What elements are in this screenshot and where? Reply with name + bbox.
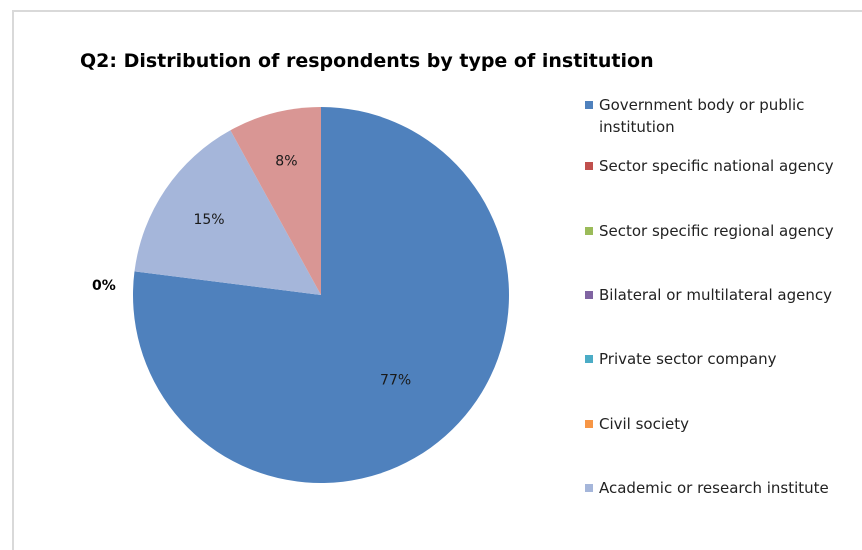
pie-slice-6 xyxy=(134,130,321,295)
pie-data-label-6: 15% xyxy=(193,212,224,228)
legend-label-1: Sector specific national agency xyxy=(599,157,834,175)
legend-label-5: Civil society xyxy=(599,415,690,433)
legend-item-4: Private sector company xyxy=(585,348,860,370)
legend-item-6: Academic or research institute xyxy=(585,477,860,499)
pie-data-label-0: 77% xyxy=(380,373,411,389)
legend-swatch-4 xyxy=(585,355,593,363)
legend-label-2: Sector specific regional agency xyxy=(599,222,834,240)
legend-item-1: Sector specific national agency xyxy=(585,155,860,177)
legend-item-0: Government body or public institution xyxy=(585,94,860,138)
pie-slice-7 xyxy=(230,107,321,295)
pie-labels: 77% 15% 8% 0% xyxy=(92,153,411,388)
legend-label-4: Private sector company xyxy=(599,350,777,368)
legend-label-6: Academic or research institute xyxy=(599,479,829,497)
pie-slices xyxy=(132,107,509,484)
legend-swatch-2 xyxy=(585,227,593,235)
legend-swatch-3 xyxy=(585,291,593,299)
chart-frame xyxy=(12,10,862,550)
legend-swatch-5 xyxy=(585,420,593,428)
chart-title: Q2: Distribution of respondents by type … xyxy=(80,50,654,72)
legend-swatch-1 xyxy=(585,162,593,170)
legend-item-5: Civil society xyxy=(585,413,860,435)
legend-item-2: Sector specific regional agency xyxy=(585,220,860,242)
legend-label-0: Government body or public institution xyxy=(599,96,805,136)
legend-item-3: Bilateral or multilateral agency xyxy=(585,284,860,306)
pie-zero-label: 0% xyxy=(92,278,116,294)
legend-swatch-0 xyxy=(585,101,593,109)
legend-swatch-6 xyxy=(585,484,593,492)
pie-data-label-7: 8% xyxy=(275,153,297,169)
legend-label-3: Bilateral or multilateral agency xyxy=(599,286,833,304)
